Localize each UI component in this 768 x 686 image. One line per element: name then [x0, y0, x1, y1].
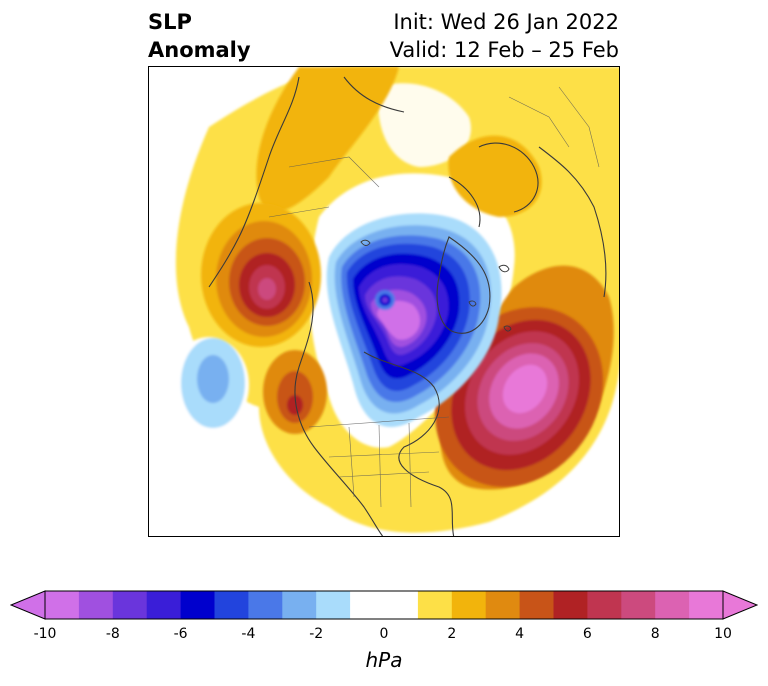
coastline-greenland	[436, 236, 491, 334]
colorbar-bin	[45, 591, 80, 619]
slp-anomaly-map	[148, 66, 620, 537]
coastline-europe-west	[538, 146, 607, 298]
colorbar-bin	[519, 591, 554, 619]
title-line-1: SLP	[148, 10, 192, 34]
island-2	[468, 300, 477, 307]
colorbar-bin	[350, 591, 385, 619]
border-states-1	[328, 451, 440, 458]
colorbar-bin	[384, 591, 419, 619]
coastline-east-asia	[208, 76, 300, 288]
colorbar-unit-label: hPa	[365, 648, 403, 672]
border-states-2	[338, 471, 430, 478]
map-title: SLP Anomaly	[148, 8, 251, 64]
colorbar-bin	[621, 591, 656, 619]
colorbar-tick-label: -6	[173, 626, 188, 642]
border-asia-1	[288, 156, 380, 188]
coastline-north-america-west	[294, 281, 384, 536]
colorbar-tick-label: 10	[714, 626, 732, 642]
init-date: Init: Wed 26 Jan 2022	[393, 10, 619, 34]
colorbar-tick-label: -2	[309, 626, 324, 642]
map-canvas	[149, 67, 619, 536]
island-1	[498, 264, 510, 273]
colorbar-bin	[553, 591, 588, 619]
colorbar-bin	[316, 591, 351, 619]
colorbar-bin	[417, 591, 453, 619]
negative-anomaly-north-pacific	[169, 337, 249, 433]
islands	[360, 239, 512, 332]
colorbar-segments	[45, 591, 724, 619]
border-states-3	[348, 426, 355, 498]
colorbar-tick-label: -4	[241, 626, 256, 642]
positive-anomaly-siberia-north-pacific	[201, 203, 327, 434]
colorbar-tick-label: 2	[447, 626, 457, 642]
colorbar-tick-label: 0	[379, 626, 389, 642]
colorbar-tick-label: 4	[515, 626, 525, 642]
colorbar-bin	[689, 591, 724, 619]
colorbar-tick-label: 8	[650, 626, 660, 642]
border-asia-2	[268, 206, 330, 218]
colorbar-bin	[282, 591, 317, 619]
colorbar-bin	[451, 591, 487, 619]
border-europe-1	[508, 96, 570, 148]
colorbar-bin	[587, 591, 622, 619]
border-states-5	[408, 422, 412, 508]
colorbar-outline	[44, 590, 724, 620]
colorbar-bin	[78, 591, 114, 619]
coastline-hudson-bay-east	[363, 351, 455, 536]
colorbar	[10, 590, 758, 620]
island-4	[360, 239, 371, 246]
forecast-dates: Init: Wed 26 Jan 2022 Valid: 12 Feb – 25…	[390, 8, 619, 64]
colorbar-extend-max	[722, 590, 758, 620]
colorbar-tick-label: -10	[33, 626, 57, 642]
coastlines	[208, 76, 607, 536]
colorbar-tick-labels: -10 -8 -6 -4 -2 0 2 4 6 8 10	[0, 626, 768, 646]
colorbar-bin	[180, 591, 215, 619]
title-line-2: Anomaly	[148, 38, 251, 62]
country-borders	[268, 86, 600, 508]
colorbar-bin	[248, 591, 283, 619]
island-3	[503, 325, 512, 332]
coastline-siberia-north	[343, 76, 405, 113]
colorbar-bin	[112, 591, 148, 619]
border-europe-2	[558, 86, 600, 168]
colorbar-bin	[146, 591, 182, 619]
coastline-scandinavia	[478, 142, 539, 213]
colorbar-extend-min	[10, 590, 46, 620]
colorbar-bin	[485, 591, 521, 619]
valid-range: Valid: 12 Feb – 25 Feb	[389, 38, 619, 62]
border-canada-usa	[308, 416, 450, 428]
coastline-arctic-europe	[448, 176, 481, 228]
border-states-4	[378, 424, 382, 508]
colorbar-bin	[655, 591, 690, 619]
colorbar-tick-label: -8	[105, 626, 120, 642]
negative-anomaly-arctic	[326, 213, 502, 427]
colorbar-tick-label: 6	[582, 626, 592, 642]
colorbar-bin	[214, 591, 249, 619]
